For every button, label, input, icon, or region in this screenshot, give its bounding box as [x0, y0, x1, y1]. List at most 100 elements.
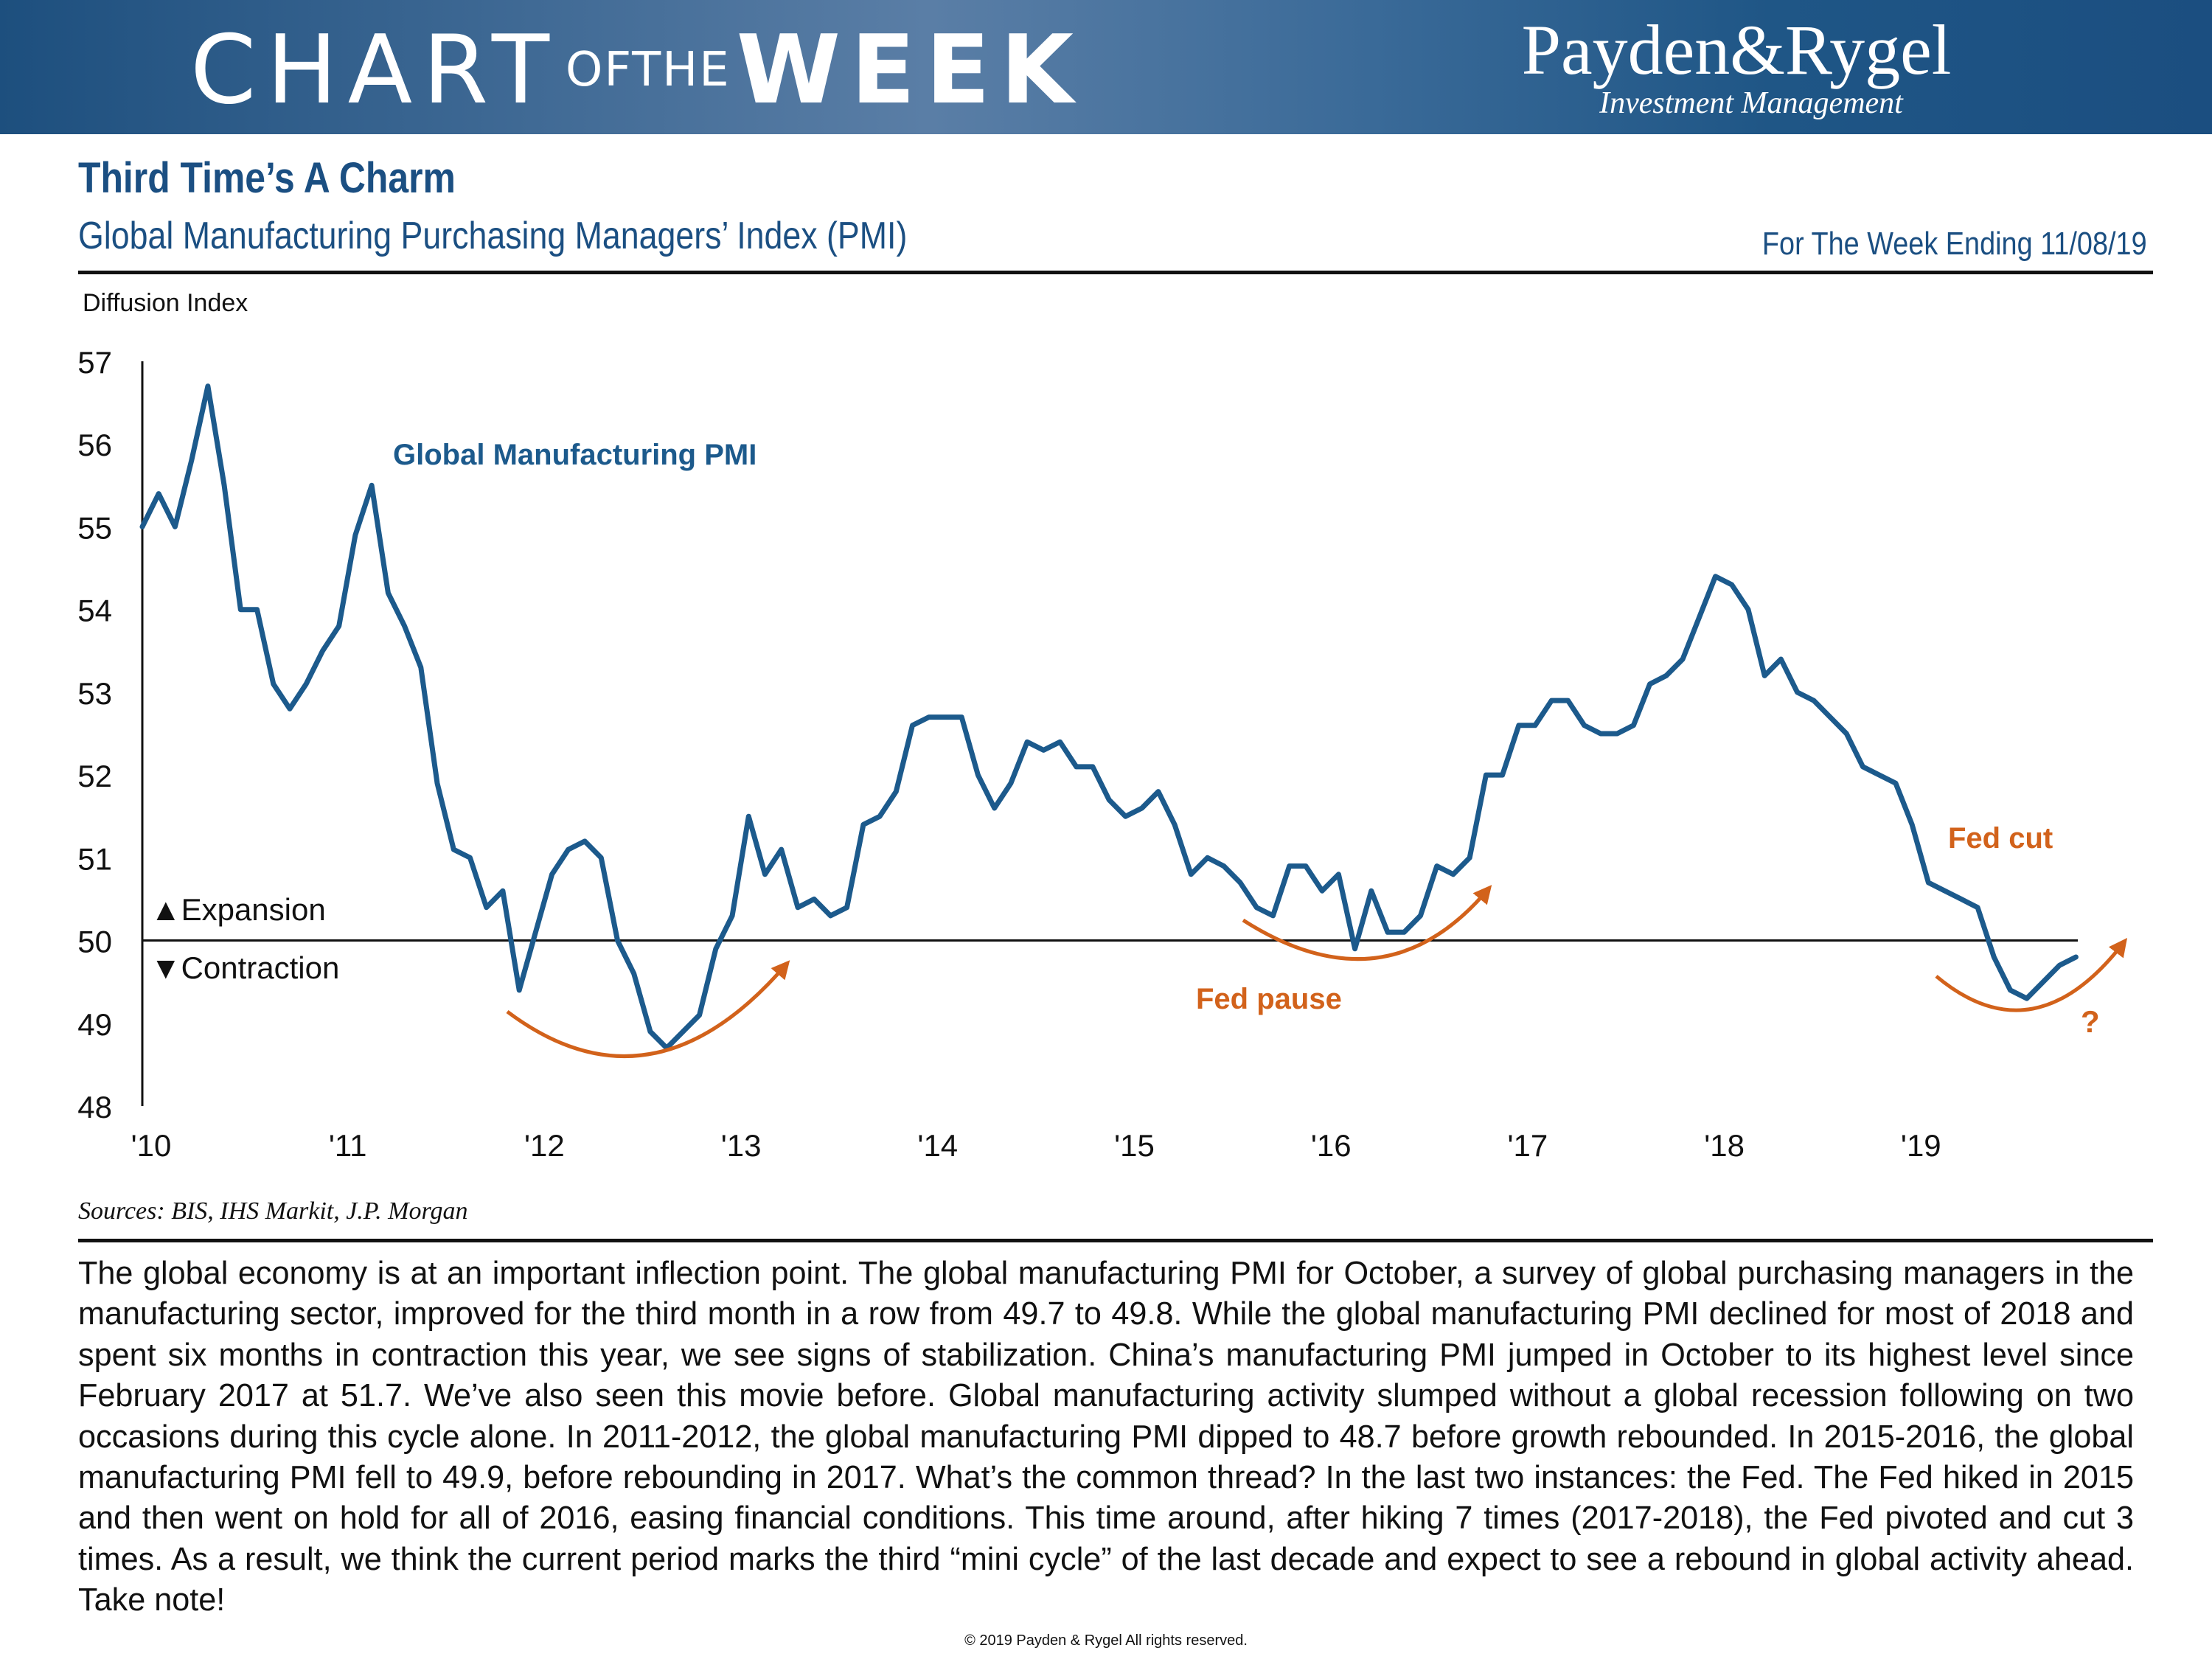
- question-mark-label: ?: [2081, 1004, 2100, 1039]
- x-tick-label: '11: [329, 1128, 367, 1163]
- header-divider: [78, 271, 2153, 274]
- x-tick-label: '16: [1311, 1128, 1352, 1163]
- pmi-data-point: [1418, 914, 1423, 918]
- pmi-data-point: [1992, 955, 1996, 959]
- pmi-data-point: [812, 897, 816, 901]
- pmi-data-point: [1926, 880, 1930, 885]
- pmi-data-point: [1599, 731, 1603, 736]
- y-tick-label: 54: [77, 594, 112, 628]
- pmi-series-line: [139, 383, 2079, 1051]
- y-axis-unit-label: Diffusion Index: [83, 289, 248, 317]
- x-tick-label: '14: [917, 1128, 958, 1163]
- pmi-data-point: [1959, 897, 1964, 901]
- x-tick-label: '12: [524, 1128, 565, 1163]
- pmi-data-point: [1631, 723, 1635, 728]
- y-tick-label: 49: [77, 1007, 112, 1042]
- pmi-data-point: [632, 971, 636, 975]
- pmi-data-point: [1860, 765, 1865, 769]
- pmi-data-point: [1500, 773, 1505, 777]
- pmi-data-point: [2041, 980, 2045, 984]
- pmi-data-point: [337, 624, 341, 628]
- pmi-data-point: [1287, 864, 1292, 869]
- pmi-data-point: [927, 715, 931, 720]
- x-tick-label: '18: [1704, 1128, 1745, 1163]
- pmi-data-point: [566, 847, 571, 852]
- pmi-data-point: [1893, 781, 1898, 785]
- banner-word-week: WEEK: [736, 15, 1084, 125]
- rebound-arrow-2012: [506, 960, 790, 1059]
- pmi-data-point: [484, 905, 489, 910]
- rebound-arrow-2019: [1935, 938, 2128, 1012]
- payden-rygel-logo: Payden&Rygel Investment Management: [1515, 13, 1958, 120]
- pmi-chart: 48 49 50 51 52 53 54 55 56 57 '10 '11 '12 '13 '14 '15 '1…: [77, 345, 2128, 1163]
- pmi-data-point: [615, 939, 620, 943]
- pmi-data-point: [1828, 715, 1832, 720]
- pmi-data-point: [1549, 698, 1554, 703]
- pmi-data-point: [1517, 723, 1521, 728]
- pmi-data-point: [910, 723, 915, 728]
- pmi-data-point: [1140, 806, 1144, 810]
- fed-pause-label: Fed pause: [1196, 983, 1342, 1015]
- pmi-data-point: [238, 608, 243, 612]
- pmi-data-point: [1730, 582, 1734, 587]
- pmi-data-point: [288, 706, 292, 711]
- pmi-data-point: [1238, 880, 1242, 885]
- x-tick-label: '13: [721, 1128, 762, 1163]
- pmi-data-point: [943, 715, 947, 720]
- pmi-data-point: [779, 847, 784, 852]
- x-tick-label: '15: [1114, 1128, 1155, 1163]
- header-banner: CHART OFTHE WEEK Payden&Rygel Investment…: [0, 0, 2212, 134]
- pmi-data-point: [648, 1029, 653, 1034]
- pmi-data-point: [992, 806, 997, 810]
- pmi-data-point: [796, 905, 800, 910]
- pmi-data-point: [959, 715, 964, 720]
- pmi-data-point: [1336, 872, 1340, 877]
- pmi-data-point: [1648, 682, 1652, 686]
- pmi-data-point: [1206, 855, 1210, 860]
- pmi-data-point: [1091, 765, 1095, 769]
- fed-cut-label: Fed cut: [1948, 822, 2053, 855]
- x-tick-label: '19: [1901, 1128, 1941, 1163]
- pmi-data-point: [681, 1029, 686, 1034]
- pmi-data-point: [975, 773, 980, 777]
- pmi-data-point: [2008, 988, 2013, 992]
- pmi-data-point: [1172, 822, 1177, 827]
- page-subtitle: Global Manufacturing Purchasing Managers…: [78, 215, 908, 257]
- y-tick-label: 57: [77, 345, 112, 380]
- week-ending-label: For The Week Ending 11/08/19: [1762, 226, 2147, 262]
- pmi-data-point: [894, 790, 898, 794]
- pmi-data-point: [1680, 657, 1685, 661]
- pmi-data-point: [255, 608, 260, 612]
- x-tick-label: '10: [131, 1128, 172, 1163]
- pmi-data-point: [140, 524, 145, 529]
- pmi-data-point: [877, 814, 882, 818]
- pmi-data-point: [1467, 855, 1472, 860]
- pmi-data-point: [304, 682, 308, 686]
- pmi-data-point: [550, 872, 554, 877]
- pmi-data-point: [1565, 698, 1571, 703]
- pmi-data-point: [386, 591, 391, 595]
- pmi-data-point: [1910, 822, 1914, 827]
- pmi-data-point: [320, 649, 325, 653]
- pmi-data-point: [156, 492, 161, 496]
- pmi-data-point: [1778, 657, 1783, 661]
- pmi-data-point: [451, 847, 456, 852]
- pmi-data-point: [1746, 608, 1750, 612]
- footer-divider: [78, 1239, 2153, 1242]
- pmi-data-point: [1353, 947, 1357, 951]
- pmi-data-point: [501, 888, 505, 893]
- pmi-data-point: [1615, 731, 1619, 736]
- pmi-data-point: [1975, 905, 1980, 910]
- page-title: Third Time’s A Charm: [78, 154, 456, 202]
- pmi-data-point: [1189, 872, 1193, 877]
- banner-word-chart: CHART: [190, 15, 560, 125]
- logo-sub-text: Investment Management: [1599, 86, 1903, 120]
- pmi-data-point: [730, 914, 734, 918]
- pmi-data-point: [1844, 731, 1848, 736]
- pmi-data-point: [746, 814, 751, 818]
- copyright-note: © 2019 Payden & Rygel All rights reserve…: [964, 1632, 1248, 1649]
- rebound-arrow-2016: [1242, 885, 1492, 961]
- pmi-data-point: [1320, 888, 1324, 893]
- pmi-data-point: [1156, 790, 1161, 794]
- pmi-data-point: [1222, 864, 1226, 869]
